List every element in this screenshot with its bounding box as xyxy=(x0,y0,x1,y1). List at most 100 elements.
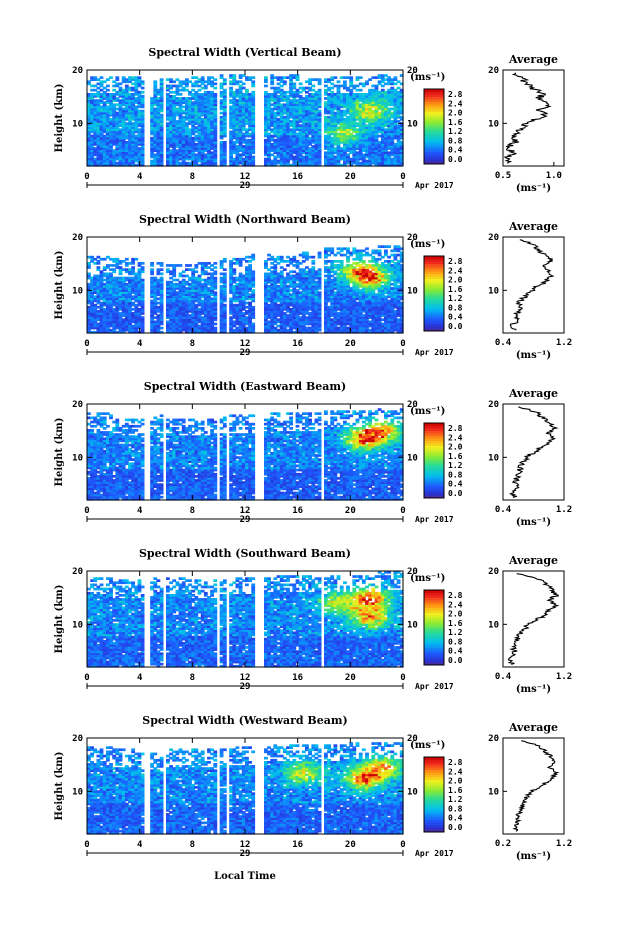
heatmap-cell xyxy=(232,126,237,129)
heatmap-cell xyxy=(264,118,268,121)
heatmap-cell xyxy=(121,312,126,315)
heatmap-cell xyxy=(339,126,344,129)
heatmap-cell xyxy=(128,149,132,152)
heatmap-cell xyxy=(238,95,243,98)
heatmap-cell xyxy=(267,291,271,294)
heatmap-cell xyxy=(229,93,233,96)
heatmap-cell xyxy=(87,101,91,104)
heatmap-cell xyxy=(399,103,404,107)
heatmap-cell xyxy=(178,145,183,148)
heatmap-cell xyxy=(393,136,398,140)
heatmap-cell xyxy=(140,310,145,313)
heatmap-cell xyxy=(159,130,164,134)
heatmap-cell xyxy=(153,80,158,84)
heatmap-cell xyxy=(238,115,243,119)
heatmap-cell xyxy=(121,147,126,150)
heatmap-cell xyxy=(140,134,145,138)
heatmap-cell xyxy=(93,99,98,102)
heatmap-cell xyxy=(235,105,240,109)
heatmap-cell xyxy=(314,155,319,159)
heatmap-cell xyxy=(131,320,135,324)
heatmap-cell xyxy=(121,289,126,292)
heatmap-cell xyxy=(336,149,341,152)
heatmap-cell xyxy=(121,318,126,322)
heatmap-cell xyxy=(112,328,117,332)
heatmap-cell xyxy=(178,316,183,319)
heatmap-cell xyxy=(137,113,142,117)
heatmap-cell xyxy=(191,130,196,134)
heatmap-cell xyxy=(311,153,316,157)
heatmap-cell xyxy=(112,318,117,322)
heatmap-cell xyxy=(264,264,268,267)
heatmap-cell xyxy=(178,153,183,157)
heatmap-cell xyxy=(251,82,256,86)
heatmap-cell xyxy=(124,101,129,104)
heatmap-cell xyxy=(172,99,177,102)
heatmap-cell xyxy=(282,109,287,113)
heatmap-cell xyxy=(229,324,233,328)
heatmap-cell xyxy=(166,157,170,161)
heatmap-cell xyxy=(380,153,385,157)
heatmap-cell xyxy=(96,276,101,280)
heatmap-cell xyxy=(140,285,145,288)
heatmap-cell xyxy=(191,122,196,125)
heatmap-cell xyxy=(150,272,154,276)
heatmap-cell xyxy=(311,107,316,111)
heatmap-cell xyxy=(172,130,177,134)
heatmap-cell xyxy=(371,105,376,109)
heatmap-cell xyxy=(327,103,331,107)
heatmap-cell xyxy=(172,159,177,163)
heatmap-cell xyxy=(355,128,360,132)
heatmap-cell xyxy=(166,153,170,157)
heatmap-cell xyxy=(308,99,312,102)
heatmap-cell xyxy=(327,155,331,159)
heatmap-cell xyxy=(270,122,275,125)
heatmap-cell xyxy=(368,90,372,94)
heatmap-cell xyxy=(150,147,154,150)
heatmap-cell xyxy=(106,111,110,115)
heatmap-cell xyxy=(292,126,297,129)
heatmap-cell xyxy=(140,80,145,84)
heatmap-cell xyxy=(112,257,117,261)
heatmap-cell xyxy=(128,316,132,319)
heatmap-cell xyxy=(349,147,354,150)
heatmap-cell xyxy=(235,99,240,102)
heatmap-cell xyxy=(159,143,164,146)
heatmap-cell xyxy=(153,147,158,150)
heatmap-cell xyxy=(245,285,249,288)
heatmap-cell xyxy=(374,76,379,79)
heatmap-cell xyxy=(207,122,211,125)
heatmap-cell xyxy=(188,105,192,109)
heatmap-cell xyxy=(324,78,328,81)
heatmap-cell xyxy=(270,297,275,301)
heatmap-cell xyxy=(361,126,366,129)
heatmap-cell xyxy=(273,76,278,79)
heatmap-cell xyxy=(96,285,101,288)
heatmap-cell xyxy=(229,301,233,305)
heatmap-cell xyxy=(194,324,199,328)
heatmap-cell xyxy=(96,141,101,144)
heatmap-cell xyxy=(99,280,104,284)
heatmap-cell xyxy=(361,157,366,161)
heatmap-cell xyxy=(150,159,154,163)
heatmap-cell xyxy=(324,80,328,84)
heatmap-cell xyxy=(399,111,404,115)
heatmap-cell xyxy=(188,308,192,311)
heatmap-cell xyxy=(121,109,126,113)
heatmap-cell xyxy=(96,268,101,271)
heatmap-cell xyxy=(349,159,354,163)
heatmap-cell xyxy=(137,78,142,81)
heatmap-cell xyxy=(248,97,252,100)
heatmap-cell xyxy=(194,293,199,296)
heatmap-cell xyxy=(140,136,145,140)
heatmap-cell xyxy=(191,299,196,303)
heatmap-cell xyxy=(131,295,135,299)
heatmap-cell xyxy=(245,130,249,134)
heatmap-cell xyxy=(200,270,205,274)
heatmap-cell xyxy=(358,115,363,119)
heatmap-cell xyxy=(251,93,256,96)
heatmap-cell xyxy=(90,322,94,326)
heatmap-cell xyxy=(222,145,227,148)
heatmap-cell xyxy=(229,278,233,282)
heatmap-cell xyxy=(153,301,158,305)
